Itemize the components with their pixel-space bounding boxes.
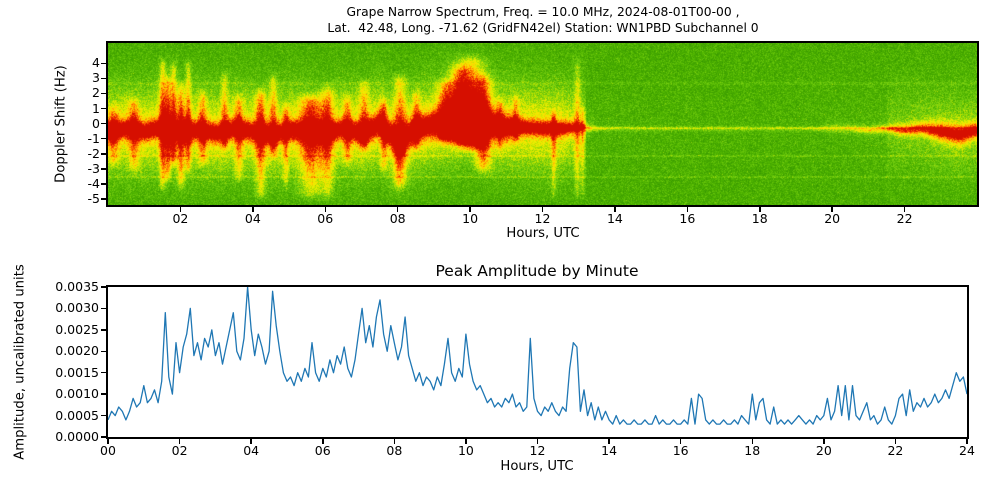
amplitude-ytick-label: 0.0020 — [55, 343, 99, 359]
amplitude-xtick-label: 00 — [100, 443, 116, 458]
amplitude-series-line — [108, 287, 967, 425]
amplitude-ytick-label: 0.0015 — [55, 364, 99, 380]
amplitude-line-chart — [108, 287, 967, 425]
amplitude-xtick-mark — [751, 439, 753, 444]
spectrogram-ytick-mark — [101, 198, 106, 200]
spectrogram-xtick-mark — [396, 207, 399, 212]
amplitude-xtick-label: 18 — [744, 443, 761, 458]
amplitude-ytick-label: 0.0010 — [55, 386, 99, 402]
amplitude-xtick-mark — [393, 439, 396, 444]
spectrogram-ytick-label: 1 — [92, 100, 100, 116]
amplitude-xtick-label: 02 — [171, 443, 188, 458]
spectrogram-ytick-mark — [101, 137, 106, 140]
spectrogram-ytick-label: -2 — [87, 145, 100, 161]
spectrogram-xtick-label: 18 — [751, 211, 768, 226]
amplitude-ytick-label: 0.0035 — [55, 279, 99, 294]
spectrogram-xtick-label: 10 — [462, 211, 479, 226]
spectrogram-xtick-mark — [252, 207, 254, 212]
spectrogram-title-line1: Grape Narrow Spectrum, Freq. = 10.0 MHz,… — [346, 5, 740, 19]
amplitude-xtick-label: 22 — [887, 443, 904, 458]
amplitude-xtick-mark — [966, 439, 968, 444]
amplitude-xtick-label: 10 — [457, 443, 474, 458]
amplitude-xtick-mark — [465, 439, 467, 444]
spectrogram-ytick-mark — [101, 122, 106, 125]
amplitude-xtick-label: 20 — [815, 443, 832, 458]
amplitude-xtick-mark — [823, 439, 825, 444]
amplitude-xtick-label: 16 — [672, 443, 689, 458]
amplitude-xtick-mark — [608, 439, 610, 444]
spectrogram-xtick-mark — [541, 207, 544, 212]
amplitude-xlabel: Hours, UTC — [500, 459, 574, 474]
amplitude-xtick-mark — [322, 439, 324, 444]
amplitude-ytick-mark — [101, 286, 106, 288]
amplitude-plot-area — [106, 285, 969, 439]
spectrogram-xlabel: Hours, UTC — [506, 226, 580, 241]
amplitude-xtick-label: 04 — [243, 443, 260, 458]
spectrogram-ytick-mark — [101, 107, 106, 110]
amplitude-xtick-mark — [536, 439, 539, 444]
amplitude-xtick-label: 12 — [529, 443, 546, 458]
spectrogram-xtick-mark — [469, 207, 471, 212]
spectrogram-xtick-label: 06 — [317, 211, 334, 226]
spectrogram-xtick-mark — [324, 207, 326, 212]
spectrogram-xtick-label: 14 — [606, 211, 623, 226]
amplitude-ytick-mark — [101, 393, 106, 395]
amplitude-ytick-mark — [101, 371, 106, 374]
spectrogram-ytick-mark — [101, 62, 106, 65]
spectrogram-xtick-mark — [903, 207, 906, 212]
spectrogram-title-line2: Lat. 42.48, Long. -71.62 (GridFN42el) St… — [327, 21, 759, 35]
amplitude-ytick-label: 0.0005 — [55, 407, 99, 423]
spectrogram-ytick-label: -1 — [87, 130, 100, 146]
amplitude-xtick-label: 08 — [386, 443, 403, 458]
spectrogram-ytick-mark — [101, 153, 106, 155]
spectrogram-xtick-label: 04 — [244, 211, 261, 226]
spectrogram-ytick-label: 3 — [92, 70, 100, 86]
amplitude-xtick-label: 14 — [601, 443, 618, 458]
spectrogram-ytick-label: 2 — [92, 85, 100, 101]
spectrogram-ytick-mark — [101, 183, 106, 185]
amplitude-ytick-label: 0.0000 — [55, 429, 99, 444]
spectrogram-xtick-mark — [831, 207, 833, 212]
spectrogram-xtick-label: 02 — [172, 211, 189, 226]
amplitude-ytick-mark — [101, 329, 106, 331]
amplitude-xtick-label: 24 — [959, 443, 975, 458]
amplitude-xtick-label: 06 — [314, 443, 331, 458]
spectrogram-xtick-mark — [759, 207, 761, 212]
spectrogram-ytick-label: -5 — [87, 190, 100, 206]
spectrogram-xtick-mark — [179, 207, 182, 212]
spectrogram-canvas — [108, 43, 977, 205]
spectrogram-xtick-label: 22 — [896, 211, 913, 226]
amplitude-xtick-mark — [679, 439, 682, 444]
spectrogram-plot-area — [106, 41, 979, 207]
amplitude-xtick-mark — [107, 439, 109, 444]
spectrogram-xtick-mark — [686, 207, 689, 212]
spectrogram-ytick-mark — [101, 77, 106, 80]
spectrogram-ytick-mark — [101, 92, 106, 95]
spectrogram-xtick-label: 08 — [389, 211, 406, 226]
amplitude-xtick-mark — [894, 439, 897, 444]
amplitude-ytick-label: 0.0025 — [55, 321, 99, 337]
spectrogram-xtick-mark — [614, 207, 616, 212]
amplitude-ytick-label: 0.0030 — [55, 300, 99, 316]
amplitude-ytick-mark — [101, 414, 106, 417]
amplitude-ytick-mark — [101, 307, 106, 310]
spectrogram-ytick-label: 4 — [92, 55, 100, 71]
amplitude-xtick-mark — [178, 439, 181, 444]
spectrogram-xtick-label: 12 — [534, 211, 551, 226]
amplitude-chart-title: Peak Amplitude by Minute — [435, 262, 639, 280]
amplitude-ytick-mark — [101, 350, 106, 353]
spectrogram-ytick-mark — [101, 168, 106, 170]
spectrogram-ytick-label: -3 — [87, 160, 100, 176]
spectrogram-xtick-label: 20 — [824, 211, 841, 226]
amplitude-xtick-mark — [250, 439, 252, 444]
spectrogram-ytick-label: -4 — [87, 175, 100, 191]
spectrogram-ytick-label: 0 — [92, 115, 100, 131]
spectrogram-xtick-label: 16 — [679, 211, 696, 226]
amplitude-ytick-mark — [101, 436, 106, 438]
